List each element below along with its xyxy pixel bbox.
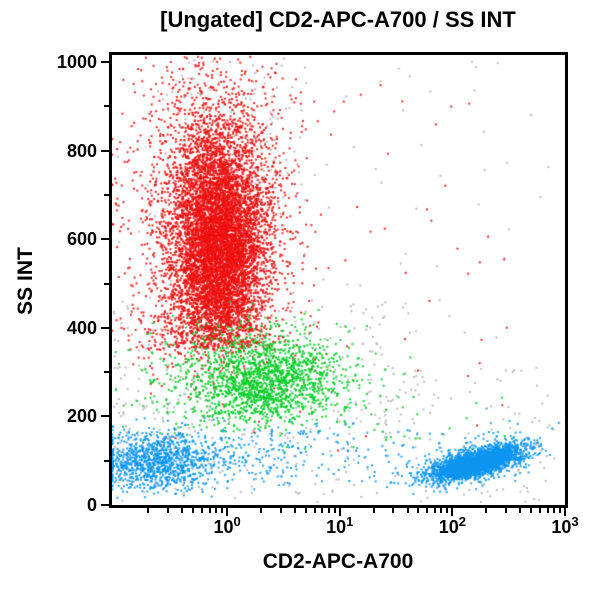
x-minor-tick (392, 508, 395, 513)
x-minor-tick (446, 508, 449, 513)
x-minor-tick (546, 508, 549, 513)
y-minor-tick (104, 193, 109, 196)
y-tick-label: 200 (66, 406, 97, 427)
y-major-tick (101, 415, 109, 418)
x-minor-tick (215, 508, 218, 513)
x-minor-tick (201, 508, 204, 513)
x-minor-tick (147, 508, 150, 513)
x-minor-tick (279, 508, 282, 513)
x-minor-tick (433, 508, 436, 513)
y-minor-tick (104, 371, 109, 374)
x-axis-label: CD2-APC-A700 (262, 550, 414, 573)
x-minor-tick (440, 508, 443, 513)
x-minor-tick (327, 508, 330, 513)
x-minor-tick (333, 508, 336, 513)
y-tick-label: 600 (66, 229, 97, 250)
y-tick-label: 0 (86, 495, 97, 515)
x-minor-tick (505, 508, 508, 513)
x-tick-label: 102 (438, 514, 467, 537)
x-minor-tick (321, 508, 324, 513)
plot-title: [Ungated] CD2-APC-A700 / SS INT (160, 7, 516, 32)
y-major-tick (101, 504, 109, 506)
y-major-tick (101, 149, 109, 152)
y-minor-tick (104, 282, 109, 285)
x-minor-tick (539, 508, 541, 513)
plot-frame (109, 52, 568, 508)
y-axis-label: SS INT (14, 247, 37, 315)
x-minor-tick (220, 508, 223, 513)
x-major-tick (226, 508, 229, 516)
x-tick-label: 100 (213, 514, 241, 537)
x-minor-tick (260, 508, 263, 513)
y-major-tick (101, 326, 109, 329)
x-minor-tick (304, 508, 307, 513)
x-minor-tick (530, 508, 533, 513)
y-tick-label: 800 (66, 140, 97, 161)
x-minor-tick (372, 508, 375, 513)
x-minor-tick (313, 508, 316, 513)
y-minor-tick (104, 459, 109, 462)
x-minor-tick (519, 508, 522, 513)
y-tick-label: 1000 (56, 52, 97, 73)
y-minor-tick (104, 105, 109, 108)
x-minor-tick (417, 508, 420, 513)
x-minor-tick (558, 508, 561, 513)
x-minor-tick (208, 508, 211, 513)
x-major-tick (451, 508, 454, 516)
x-minor-tick (406, 508, 409, 513)
x-minor-tick (553, 508, 556, 513)
x-major-tick (564, 508, 566, 516)
x-minor-tick (181, 508, 184, 513)
x-tick-label: 103 (551, 514, 579, 537)
scatter-plot-area[interactable] (112, 55, 565, 505)
x-minor-tick (293, 508, 296, 513)
x-major-tick (338, 508, 341, 516)
x-minor-tick (485, 508, 488, 513)
x-minor-tick (192, 508, 195, 513)
x-minor-tick (167, 508, 170, 513)
y-major-tick (101, 61, 109, 64)
y-tick-label: 400 (66, 317, 97, 338)
x-tick-label: 101 (326, 514, 354, 537)
x-minor-tick (426, 508, 429, 513)
y-major-tick (101, 238, 109, 241)
